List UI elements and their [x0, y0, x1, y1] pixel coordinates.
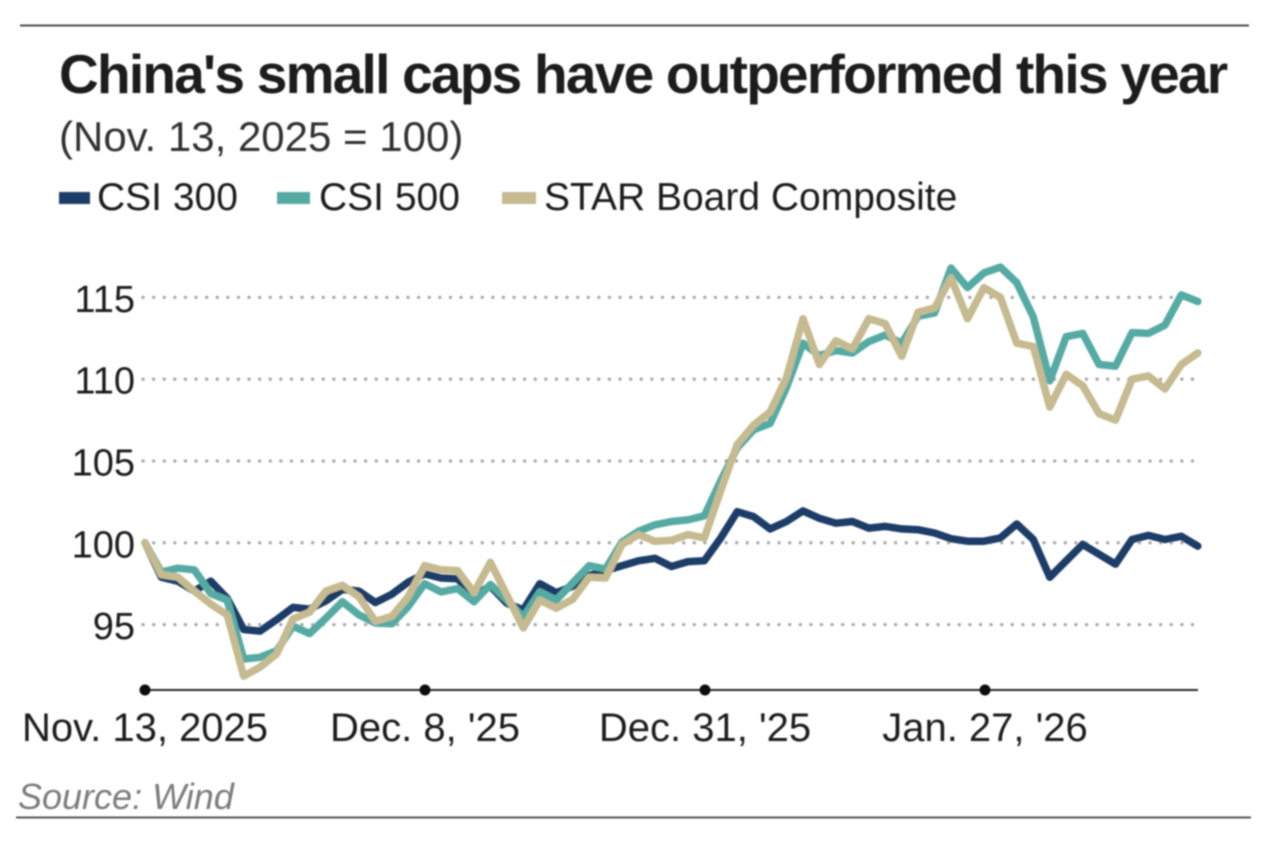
- svg-text:Dec. 31, '25: Dec. 31, '25: [599, 706, 811, 750]
- svg-text:(Nov. 13, 2025 = 100): (Nov. 13, 2025 = 100): [59, 113, 463, 160]
- svg-text:Nov. 13, 2025: Nov. 13, 2025: [22, 706, 268, 750]
- svg-text:Source: Wind: Source: Wind: [18, 776, 235, 817]
- svg-text:105: 105: [72, 443, 135, 485]
- svg-text:STAR Board Composite: STAR Board Composite: [544, 176, 957, 219]
- svg-text:115: 115: [74, 279, 135, 321]
- svg-text:CSI 500: CSI 500: [319, 176, 460, 219]
- svg-text:95: 95: [93, 606, 135, 648]
- svg-text:110: 110: [74, 361, 135, 403]
- svg-text:CSI 300: CSI 300: [97, 176, 238, 219]
- svg-text:Dec. 8, '25: Dec. 8, '25: [330, 706, 520, 750]
- svg-text:100: 100: [72, 524, 135, 566]
- svg-text:Jan. 27, '26: Jan. 27, '26: [882, 706, 1088, 750]
- svg-text:China's small caps have outper: China's small caps have outperformed thi…: [59, 43, 1228, 105]
